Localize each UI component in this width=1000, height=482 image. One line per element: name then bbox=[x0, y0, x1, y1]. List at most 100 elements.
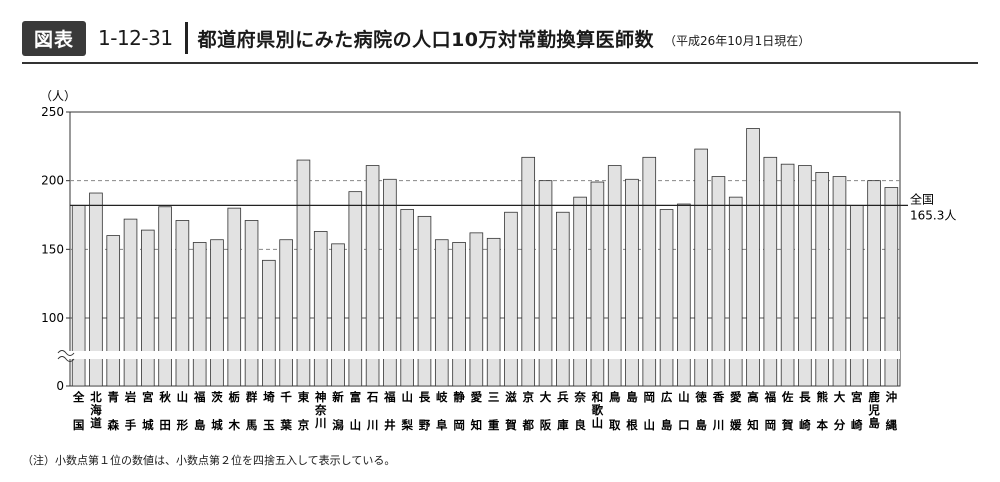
x-tick-label: 長野 bbox=[419, 390, 431, 432]
footnote: （注）小数点第１位の数値は、小数点第２位を四捨五入して表示している。 bbox=[22, 454, 396, 467]
bar bbox=[452, 242, 466, 387]
bar bbox=[141, 229, 155, 387]
x-tick-label: 熊本 bbox=[816, 390, 828, 432]
y-unit-label: （人） bbox=[40, 89, 76, 103]
chart-subtitle: （平成26年10月1日現在） bbox=[664, 33, 811, 48]
bar bbox=[590, 181, 605, 387]
x-tick-label: 福井 bbox=[383, 390, 396, 432]
x-tick-label: 東京 bbox=[298, 390, 310, 432]
y-tick-label: 150 bbox=[41, 242, 64, 256]
x-tick-label: 和歌山 bbox=[592, 390, 604, 430]
bar bbox=[192, 242, 207, 387]
x-tick-label: 長崎 bbox=[799, 390, 811, 432]
bar bbox=[244, 220, 259, 387]
x-tick-label: 京都 bbox=[521, 390, 534, 432]
bar bbox=[365, 165, 380, 387]
x-tick-label: 秋田 bbox=[159, 390, 171, 432]
x-tick-label: 奈良 bbox=[573, 390, 586, 432]
x-tick-label: 千葉 bbox=[279, 390, 292, 432]
bar bbox=[815, 172, 829, 387]
x-tick-label: 島根 bbox=[626, 390, 638, 432]
x-tick-label: 大分 bbox=[834, 390, 846, 432]
figure-number: 1-12-31 bbox=[98, 26, 173, 50]
x-tick-label: 埼玉 bbox=[263, 390, 275, 432]
bar bbox=[279, 239, 293, 387]
bar bbox=[313, 231, 328, 387]
bar bbox=[123, 218, 138, 387]
bar bbox=[434, 239, 449, 387]
bar bbox=[504, 211, 518, 387]
bar bbox=[728, 196, 743, 387]
x-tick-label: 福島 bbox=[193, 390, 206, 432]
bar bbox=[106, 235, 121, 387]
bar bbox=[642, 156, 657, 387]
x-tick-label: 北海道 bbox=[90, 390, 102, 430]
x-tick-label: 宮城 bbox=[142, 390, 154, 432]
x-tick-label: 愛媛 bbox=[729, 390, 742, 432]
x-tick-label: 全国 bbox=[72, 390, 85, 432]
bar bbox=[158, 206, 172, 387]
y-tick-label: 200 bbox=[41, 174, 64, 188]
bar bbox=[832, 176, 847, 387]
header-divider bbox=[184, 22, 188, 54]
chart-title: 都道府県別にみた病院の人口10万対常勤換算医師数 bbox=[197, 28, 655, 51]
x-tick-label: 福岡 bbox=[764, 390, 777, 432]
x-tick-label: 大阪 bbox=[540, 390, 552, 432]
x-tick-label: 三重 bbox=[488, 390, 500, 432]
x-tick-label: 新潟 bbox=[332, 390, 344, 432]
y-tick-label: 250 bbox=[41, 105, 64, 119]
x-tick-label: 石川 bbox=[366, 390, 379, 432]
x-tick-label: 徳島 bbox=[694, 390, 707, 432]
x-tick-label: 山形 bbox=[177, 390, 189, 432]
bar bbox=[884, 187, 899, 387]
bar bbox=[780, 163, 795, 387]
bar bbox=[625, 178, 639, 387]
bar bbox=[227, 207, 242, 387]
bar bbox=[175, 220, 190, 387]
bar bbox=[659, 209, 674, 387]
bar bbox=[763, 156, 778, 387]
bar bbox=[607, 165, 622, 387]
bar bbox=[867, 180, 881, 387]
figure-header: 図表 1-12-31 都道府県別にみた病院の人口10万対常勤換算医師数 （平成2… bbox=[22, 18, 810, 58]
bar bbox=[556, 211, 570, 387]
x-tick-label: 神奈川 bbox=[314, 390, 327, 430]
figure-badge: 図表 bbox=[22, 20, 87, 56]
bar bbox=[210, 239, 224, 387]
x-tick-label: 愛知 bbox=[470, 390, 483, 432]
bar bbox=[746, 128, 760, 387]
x-tick-label: 高知 bbox=[746, 390, 759, 432]
bar bbox=[538, 180, 553, 387]
bar-chart: 全国165.3人0100150200250（人）全国北海道青森岩手宮城秋田山形福… bbox=[40, 89, 956, 432]
bar bbox=[798, 165, 812, 387]
x-tick-label: 香川 bbox=[712, 390, 725, 432]
x-tick-label: 沖縄 bbox=[886, 390, 898, 432]
axis-break-band bbox=[56, 351, 900, 359]
x-tick-label: 広島 bbox=[661, 390, 673, 432]
axis-break-mark bbox=[57, 356, 75, 362]
bar bbox=[400, 209, 414, 387]
header-rule bbox=[22, 62, 978, 64]
x-tick-label: 鳥取 bbox=[609, 390, 621, 432]
bar bbox=[262, 259, 276, 387]
bar bbox=[89, 192, 103, 387]
x-tick-label: 静岡 bbox=[453, 390, 465, 432]
x-tick-label: 山梨 bbox=[400, 390, 413, 432]
bar bbox=[711, 176, 726, 387]
x-tick-label: 岐阜 bbox=[436, 390, 448, 432]
x-tick-label: 宮崎 bbox=[851, 390, 863, 432]
x-tick-label: 岡山 bbox=[644, 390, 656, 432]
x-tick-label: 栃木 bbox=[228, 390, 241, 432]
y-tick-label: 0 bbox=[56, 379, 64, 393]
national-average-label: 全国 bbox=[910, 191, 934, 206]
bar bbox=[348, 191, 363, 387]
bar bbox=[694, 148, 708, 387]
bar bbox=[383, 178, 397, 387]
bar bbox=[573, 196, 587, 387]
bar bbox=[521, 156, 536, 387]
x-tick-label: 鹿児島 bbox=[867, 390, 880, 430]
x-tick-label: 岩手 bbox=[124, 390, 137, 432]
bar bbox=[677, 203, 691, 387]
bar bbox=[331, 243, 345, 387]
bar bbox=[417, 215, 432, 387]
